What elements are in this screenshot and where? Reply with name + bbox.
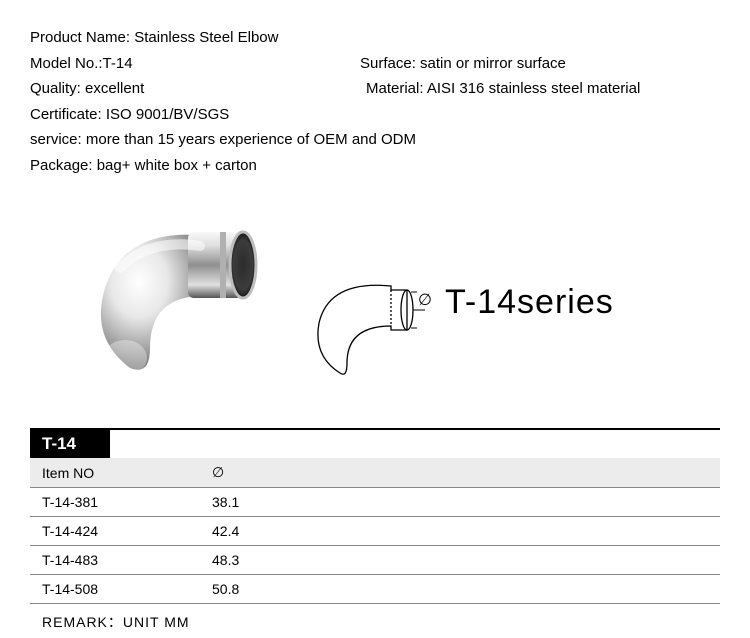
model-no-label: Model No.: bbox=[30, 55, 103, 72]
table-remark-row: REMARK：UNIT MM bbox=[30, 604, 720, 638]
cell-diameter: 48.3 bbox=[200, 546, 320, 575]
cell-diameter: 50.8 bbox=[200, 575, 320, 604]
table-row: T-14-424 42.4 bbox=[30, 517, 720, 546]
quality-value: excellent bbox=[85, 80, 144, 97]
product-name-value: Stainless Steel Elbow bbox=[134, 29, 278, 46]
cell-diameter: 42.4 bbox=[200, 517, 320, 546]
spec-table: T-14 Item NO ∅ T-14-381 38.1 T-14-424 42… bbox=[30, 428, 720, 638]
series-label: T-14series bbox=[445, 283, 614, 322]
material-label: Material: bbox=[366, 80, 427, 97]
quality-label: Quality: bbox=[30, 80, 85, 97]
table-header-row: Item NO ∅ bbox=[30, 458, 720, 488]
cell-diameter: 38.1 bbox=[200, 488, 320, 517]
service-value: more than 15 years experience of OEM and… bbox=[86, 131, 416, 148]
visual-area: ∅ T-14series bbox=[30, 198, 720, 418]
package-value: bag+ white box + carton bbox=[97, 157, 257, 174]
cell-item-no: T-14-483 bbox=[30, 546, 200, 575]
package-label: Package: bbox=[30, 157, 97, 174]
material-value: AISI 316 stainless steel material bbox=[427, 80, 640, 97]
surface-value: satin or mirror surface bbox=[420, 55, 566, 72]
table-row: T-14-508 50.8 bbox=[30, 575, 720, 604]
product-diagram: ∅ bbox=[305, 268, 435, 388]
surface-label: Surface: bbox=[360, 55, 420, 72]
service-label: service: bbox=[30, 131, 86, 148]
cell-item-no: T-14-381 bbox=[30, 488, 200, 517]
cell-item-no: T-14-508 bbox=[30, 575, 200, 604]
table-title: T-14 bbox=[30, 430, 110, 458]
certificate-label: Certificate: bbox=[30, 106, 106, 123]
diameter-symbol-icon: ∅ bbox=[418, 292, 432, 309]
product-photo bbox=[70, 208, 270, 398]
certificate-value: ISO 9001/BV/SGS bbox=[106, 106, 229, 123]
col-diameter: ∅ bbox=[200, 458, 320, 488]
spec-block: Product Name: Stainless Steel Elbow Mode… bbox=[30, 25, 720, 178]
product-name-label: Product Name: bbox=[30, 29, 134, 46]
table-remark: REMARK：UNIT MM bbox=[30, 604, 720, 638]
table-row: T-14-483 48.3 bbox=[30, 546, 720, 575]
cell-item-no: T-14-424 bbox=[30, 517, 200, 546]
col-item-no: Item NO bbox=[30, 458, 200, 488]
table-row: T-14-381 38.1 bbox=[30, 488, 720, 517]
model-no-value: T-14 bbox=[103, 55, 133, 72]
